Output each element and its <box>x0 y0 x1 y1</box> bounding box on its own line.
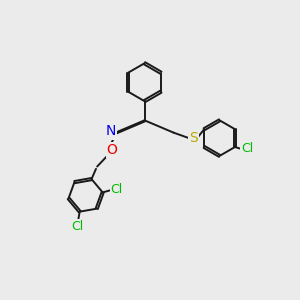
Text: Cl: Cl <box>71 220 83 233</box>
Text: Cl: Cl <box>111 183 123 196</box>
Text: N: N <box>105 124 116 138</box>
Text: Cl: Cl <box>241 142 253 155</box>
Text: S: S <box>189 131 197 145</box>
Text: O: O <box>107 143 118 157</box>
